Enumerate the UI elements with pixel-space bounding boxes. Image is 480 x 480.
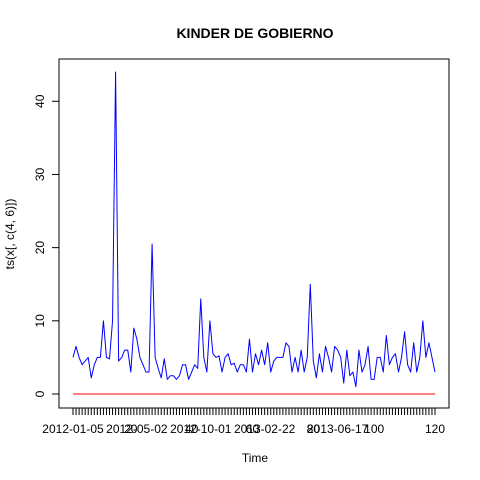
x-tick-label: 60 — [246, 422, 260, 436]
y-axis: 0 10 20 30 40 — [33, 94, 60, 397]
y-tick-label: 0 — [33, 390, 47, 397]
x-tick-label: 20 — [124, 422, 138, 436]
y-tick-label: 30 — [33, 167, 47, 181]
chart-title: KINDER DE GOBIERNO — [176, 25, 333, 41]
series-line-series_blue — [72, 71, 436, 388]
x-tick-label: 2013-06-17 — [307, 422, 369, 436]
x-tick-label: 2012-10-01 — [170, 422, 232, 436]
x-tick-label: 2012-01-05 — [42, 422, 104, 436]
y-axis-label: ts(x[, c(4, 6)]) — [3, 199, 17, 270]
y-tick-label: 10 — [33, 314, 47, 328]
x-tick-label: 100 — [364, 422, 384, 436]
series-group — [72, 71, 436, 395]
x-tick-label: 120 — [425, 422, 445, 436]
y-tick-label: 40 — [33, 94, 47, 108]
x-tick-label: 40 — [185, 422, 199, 436]
x-axis-label: Time — [242, 451, 269, 465]
x-tick-label: 2013-02-22 — [234, 422, 296, 436]
y-tick-label: 20 — [33, 241, 47, 255]
x-tick-label: 2012-05-02 — [106, 422, 168, 436]
x-tick-label: 80 — [307, 422, 321, 436]
